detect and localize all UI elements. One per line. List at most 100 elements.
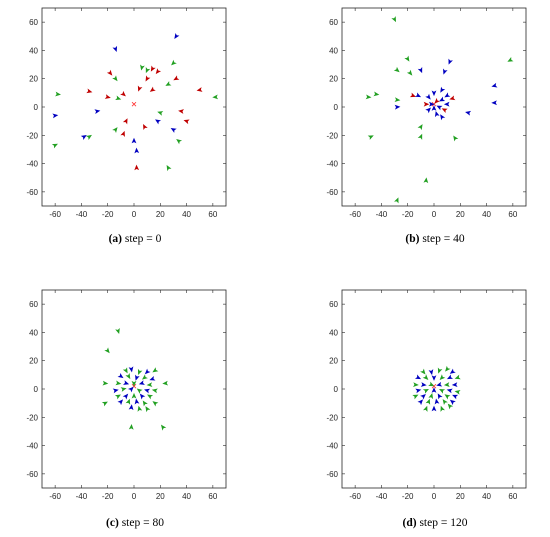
agent-marker-green (146, 382, 153, 387)
agent-marker-blue (437, 393, 443, 400)
agent-marker-red (423, 101, 430, 107)
y-tick-label: 20 (329, 75, 338, 84)
caption-letter-d: (d) (402, 517, 417, 529)
agent-marker-blue (443, 68, 448, 75)
agent-marker-blue (174, 32, 180, 39)
y-tick-label: 0 (334, 385, 339, 394)
caption-text-a: step = 0 (122, 233, 162, 245)
agent-marker-blue (491, 100, 497, 106)
agent-marker-red (441, 108, 448, 114)
agent-marker-blue (112, 45, 118, 53)
x-tick-label: -40 (376, 210, 388, 219)
y-tick-label: -20 (26, 413, 38, 422)
agent-marker-red (155, 68, 162, 75)
x-tick-label: 0 (432, 210, 437, 219)
agent-marker-green (131, 392, 137, 399)
agent-marker-blue (440, 114, 446, 121)
agent-marker-green (128, 424, 134, 430)
x-tick-label: 20 (156, 210, 165, 219)
agent-marker-blue (434, 398, 440, 405)
agent-marker-green (152, 367, 159, 373)
scatter-plot-a: -60 -40 -20 0 20 40 60 -60 -40 -20 0 20 40 60 (26, 7, 227, 219)
agent-marker-blue (170, 127, 177, 133)
agent-marker-red (134, 164, 140, 171)
y-tick-label: -40 (326, 160, 338, 169)
agent-marker-blue (434, 111, 440, 118)
x-tick-label: -40 (376, 492, 388, 501)
y-tick-label: -60 (26, 188, 38, 197)
agent-marker-blue (446, 388, 453, 394)
x-tick-label: 20 (156, 492, 165, 501)
agent-marker-green (413, 382, 419, 388)
agent-marker-green (157, 111, 164, 116)
y-tick-label: -40 (26, 160, 38, 169)
y-tick-label: 60 (29, 300, 38, 309)
y-tick-label: 40 (29, 328, 38, 337)
agent-marker-green (122, 367, 128, 374)
agent-marker-blue (155, 119, 162, 125)
agent-marker-blue (128, 386, 134, 393)
agent-marker-green (440, 405, 445, 412)
agent-marker-blue (52, 113, 59, 119)
agent-marker-blue (94, 109, 101, 114)
x-tick-label: 40 (182, 210, 191, 219)
x-tick-label: 20 (456, 210, 465, 219)
x-tick-label: 60 (508, 492, 517, 501)
x-tick-label: -40 (76, 492, 88, 501)
agent-marker-green (422, 374, 429, 380)
agent-marker-green (102, 380, 109, 386)
y-tick-label: -40 (26, 442, 38, 451)
target-marker-a (131, 101, 137, 107)
agent-marker-green (115, 95, 122, 101)
x-tick-label: 60 (508, 210, 517, 219)
agent-marker-red (196, 87, 203, 92)
agent-marker-blue (431, 387, 437, 393)
agent-marker-blue (425, 107, 431, 114)
agent-marker-green (112, 75, 118, 82)
y-tick-label: 0 (334, 103, 339, 112)
agent-marker-red (409, 92, 416, 98)
agent-marker-blue (122, 393, 129, 400)
agent-marker-green (114, 394, 121, 400)
y-tick-label: 20 (29, 75, 38, 84)
agent-marker-blue (452, 394, 459, 400)
agent-marker-blue (420, 382, 427, 387)
agent-marker-blue (144, 368, 151, 375)
x-tick-label: 40 (482, 492, 491, 501)
agent-marker-green (112, 127, 118, 133)
agent-marker-blue (431, 405, 437, 412)
agent-marker-red (104, 94, 111, 99)
y-tick-label: 0 (34, 385, 39, 394)
agent-marker-red (449, 95, 456, 101)
agent-marker-green (125, 373, 131, 380)
agent-marker-blue (131, 137, 137, 144)
agent-marker-green (145, 67, 151, 74)
agent-marker-green (423, 405, 428, 412)
agent-marker-red (120, 90, 126, 97)
agent-marker-green (147, 394, 154, 400)
x-tick-label: -60 (349, 210, 361, 219)
caption-text-c: step = 80 (118, 517, 164, 529)
agent-marker-blue (440, 86, 446, 93)
agent-marker-blue (451, 382, 458, 388)
agent-marker-green (142, 400, 148, 407)
y-tick-label: 60 (29, 18, 38, 27)
agent-marker-blue (144, 388, 151, 394)
x-tick-label: -20 (402, 210, 414, 219)
agent-marker-blue (428, 369, 434, 376)
agent-marker-red (145, 75, 151, 82)
agent-marker-green (166, 165, 172, 172)
agent-marker-red (122, 118, 128, 125)
y-tick-label: 0 (34, 103, 39, 112)
agent-marker-green (442, 399, 448, 406)
agent-marker-blue (414, 374, 422, 380)
agent-marker-green (104, 347, 110, 354)
agent-marker-blue (449, 368, 456, 374)
agent-marker-red (150, 65, 156, 72)
agent-marker-blue (436, 105, 443, 111)
agent-marker-green (394, 97, 401, 103)
agent-marker-blue (446, 374, 454, 380)
caption-a: (a) step = 0 (35, 233, 235, 245)
x-tick-label: 60 (208, 492, 217, 501)
agent-marker-blue (128, 404, 134, 411)
